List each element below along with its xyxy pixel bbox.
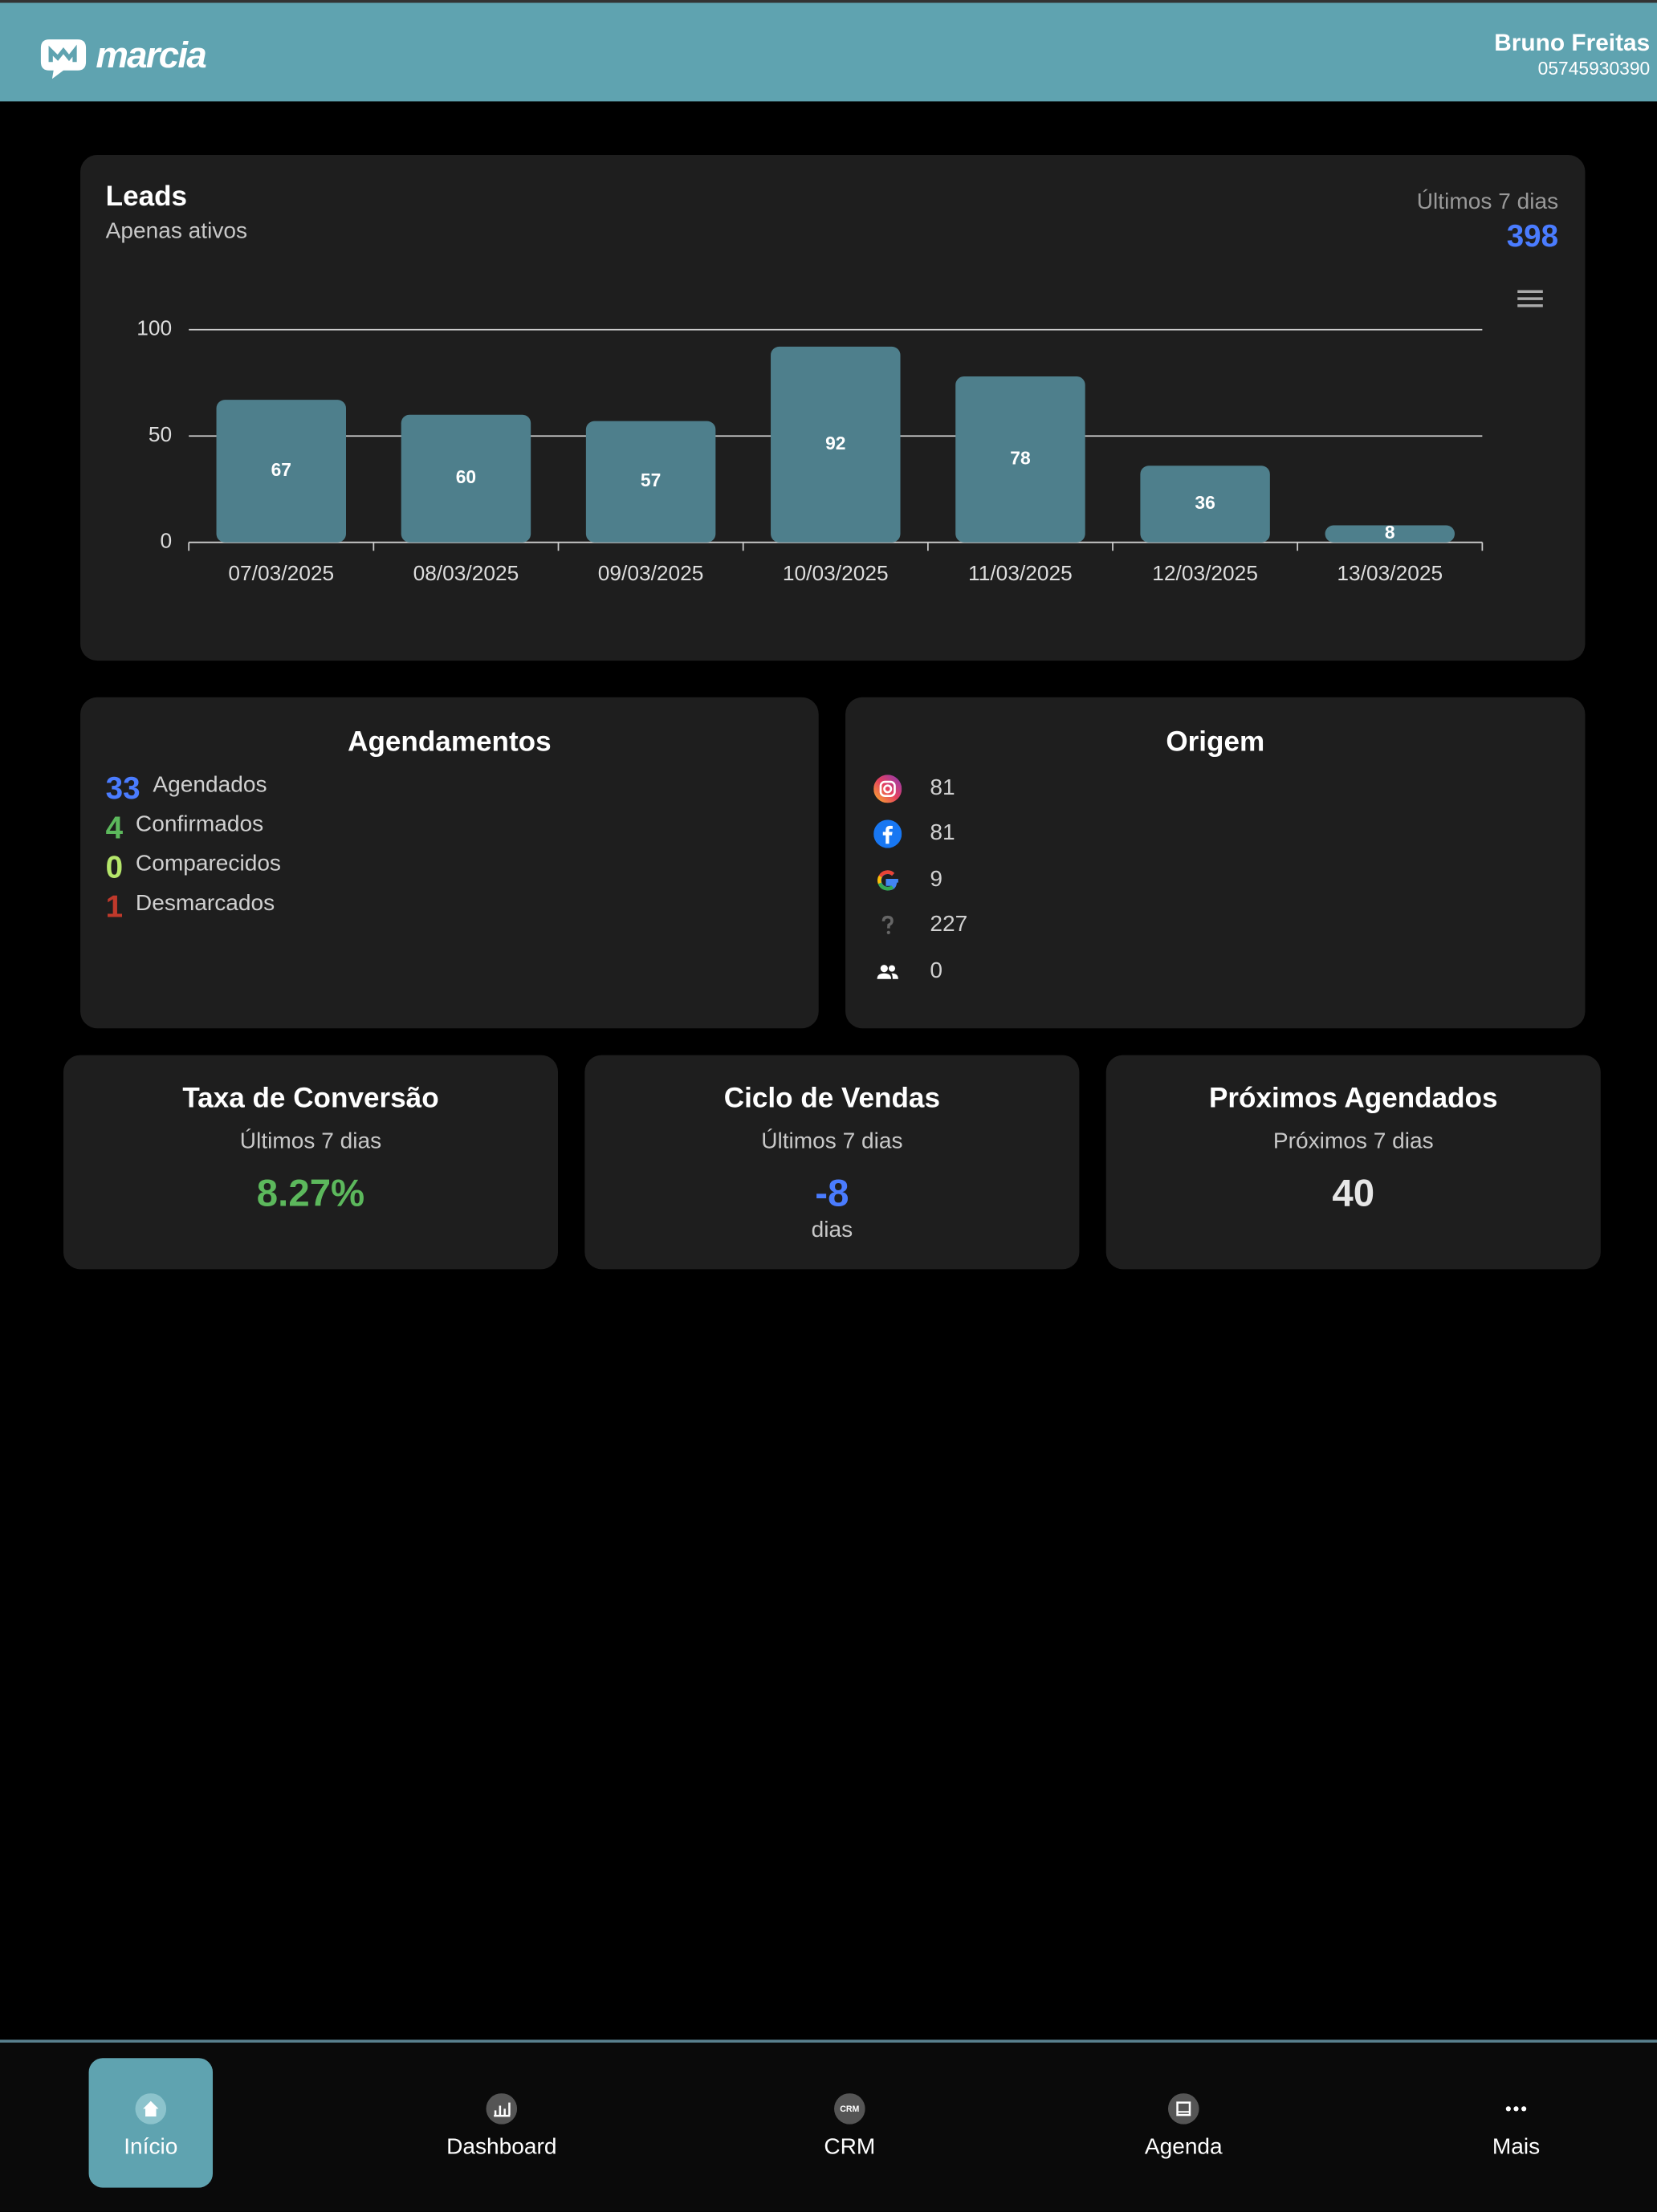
bar[interactable] [216,400,347,543]
nav-label: Agenda [1144,2135,1223,2160]
y-tick-label: 0 [160,529,172,553]
data-label: 8 [1385,522,1395,543]
appointment-count: 4 [105,810,124,846]
origin-row: 81 [873,819,955,848]
nav-icon: CRM [834,2093,865,2125]
kpi-title: Ciclo de Vendas [723,1083,940,1115]
appointment-label: Agendados [153,773,267,798]
nav-label: CRM [824,2135,876,2160]
x-tick-label: 07/03/2025 [228,561,334,585]
x-tick-label: 12/03/2025 [1152,561,1258,585]
nav-item[interactable]: CRM CRM [788,2058,911,2187]
x-tick-label: 13/03/2025 [1337,561,1443,585]
nav-label: Mais [1492,2135,1541,2160]
bar[interactable] [401,414,531,543]
logo-text: marcia [96,34,206,76]
bar[interactable] [955,376,1085,543]
y-tick-label: 50 [149,422,172,446]
bar[interactable] [1325,525,1455,543]
origin-value: 0 [930,959,942,984]
user-id: 05745930390 [1537,57,1651,79]
data-label: 78 [1010,447,1030,468]
data-label: 57 [641,470,661,490]
origin-value: 9 [930,868,942,892]
x-tick-label: 08/03/2025 [413,561,519,585]
nav-item[interactable]: Início [89,2058,213,2187]
facebook-icon [873,819,902,848]
appointment-row: 33 Agendados [106,771,267,807]
header: marcia Bruno Freitas 05745930390 [0,0,1657,102]
x-tick-label: 11/03/2025 [968,561,1073,585]
kpi-title: Taxa de Conversão [182,1083,439,1115]
google-icon [877,870,898,891]
kpi-card: Próximos Agendados Próximos 7 dias 40 [1105,1055,1601,1270]
kpi-card: Taxa de Conversão Últimos 7 dias 8.27% [63,1055,559,1270]
nav-icon [135,2093,167,2125]
kpi-card: Ciclo de Vendas Últimos 7 dias -8 dias [584,1055,1080,1270]
card-title: Origem [1166,726,1265,758]
period: Últimos 7 dias [1416,189,1559,214]
appointment-label: Confirmados [135,812,264,837]
bar[interactable] [771,346,901,543]
origem-card: Origem 81 81 9 227 0 [845,697,1586,1029]
x-tick-label: 10/03/2025 [783,561,889,585]
appointment-count: 0 [105,849,124,885]
leads-card: Leads Apenas ativos Últimos 7 dias 398 0… [80,155,1586,661]
kpi-title: Próximos Agendados [1208,1083,1498,1115]
instagram-icon [873,775,902,803]
appointment-row: 1 Desmarcados [106,888,275,925]
logo-icon [40,39,87,79]
kpi-subtitle: Últimos 7 dias [239,1129,382,1154]
kpi-subtitle: Próximos 7 dias [1272,1129,1434,1154]
origin-row: 81 [873,775,955,803]
user-name[interactable]: Bruno Freitas [1494,29,1651,57]
kpi-value: -8 [815,1172,849,1214]
kpi-unit: dias [811,1218,853,1242]
origin-value: 81 [930,776,955,800]
appointment-row: 4 Confirmados [106,810,263,847]
origin-row: 0 [873,958,942,986]
nav-item[interactable]: Dashboard [440,2058,564,2187]
nav-icon [486,2093,518,2125]
nav-label: Início [124,2135,178,2160]
data-label: 60 [456,466,476,487]
data-label: 67 [271,459,291,480]
nav-icon [1167,2093,1199,2125]
referral-icon [877,965,898,979]
agendamentos-card: Agendamentos 33 Agendados 4 Confirmados 0 Com… [80,697,819,1029]
origin-row: 9 [873,866,942,894]
leads-total: 398 [1506,218,1559,254]
data-label: 92 [825,433,845,453]
nav-icon [1505,2106,1527,2112]
appointment-row: 0 Comparecidos [106,849,281,886]
origin-value: 81 [930,821,955,846]
x-tick-label: 09/03/2025 [598,561,704,585]
svg-text:CRM: CRM [840,2104,859,2114]
chart-menu[interactable] [1517,290,1543,307]
appointment-label: Desmarcados [135,891,275,916]
data-label: 36 [1195,492,1215,513]
appointment-count: 1 [105,888,124,925]
origin-value: 227 [930,913,968,937]
card-title: Leads [105,181,188,213]
kpi-subtitle: Últimos 7 dias [761,1129,903,1154]
bar[interactable] [1140,466,1270,543]
origin-row: 227 [873,912,967,940]
nav-label: Dashboard [446,2135,557,2160]
nav-item[interactable]: Agenda [1122,2058,1245,2187]
nav-item[interactable]: Mais [1454,2058,1578,2187]
kpi-value: 8.27% [256,1172,365,1214]
appointment-count: 33 [105,771,140,806]
card-subtitle: Apenas ativos [105,219,248,244]
y-tick-label: 100 [136,316,172,340]
card-title: Agendamentos [348,726,552,758]
kpi-value: 40 [1332,1172,1375,1214]
bottom-nav [0,2039,1657,2212]
chart: 0 50 100 07/03/2025 67 08/03/2025 60 09/03/2025… [136,290,1543,585]
unknown-icon [881,915,894,934]
appointment-label: Comparecidos [135,852,281,876]
bar[interactable] [585,421,716,543]
